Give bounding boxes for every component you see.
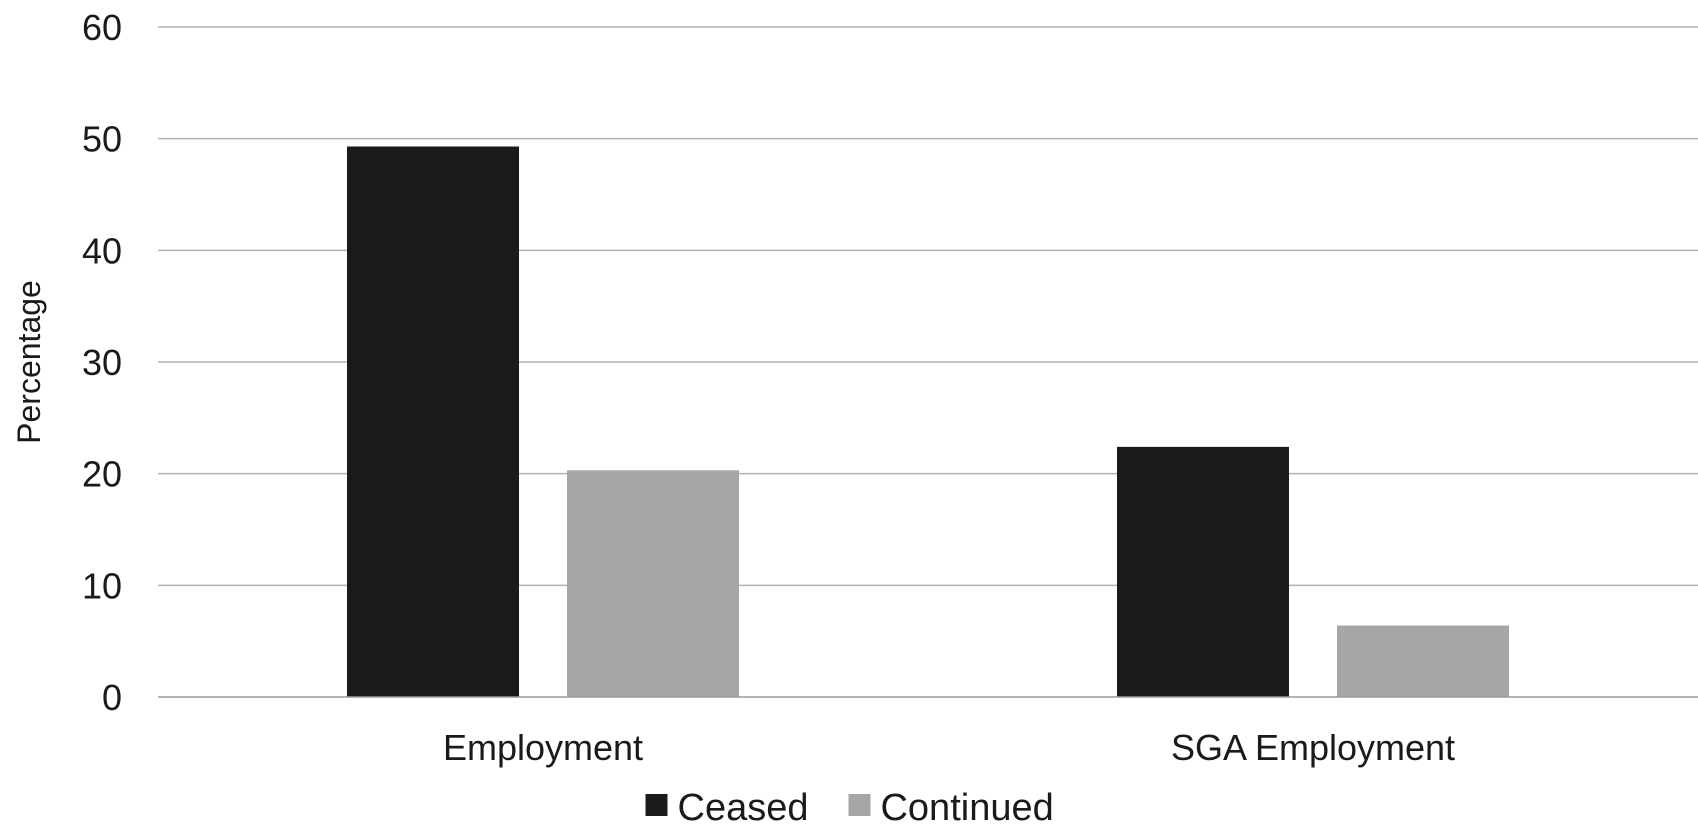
y-axis-title: Percentage bbox=[11, 280, 47, 444]
y-tick-label-10: 10 bbox=[82, 565, 122, 606]
y-tick-label-0: 0 bbox=[102, 677, 122, 718]
y-tick-label-50: 50 bbox=[82, 119, 122, 160]
bars bbox=[347, 146, 1509, 697]
y-tick-labels: 0 10 20 30 40 50 60 bbox=[82, 7, 122, 718]
legend-swatch-continued bbox=[848, 794, 871, 816]
x-category-label-1: SGA Employment bbox=[1171, 727, 1455, 768]
bar-employment-ceased bbox=[347, 146, 519, 697]
bar-sga-employment-ceased bbox=[1117, 446, 1289, 697]
y-tick-label-20: 20 bbox=[82, 454, 122, 495]
bar-employment-continued bbox=[567, 470, 739, 697]
legend: Ceased Continued bbox=[645, 787, 1054, 829]
legend-label-ceased: Ceased bbox=[678, 787, 809, 829]
y-tick-label-30: 30 bbox=[82, 342, 122, 383]
legend-swatch-ceased bbox=[645, 794, 668, 816]
legend-label-continued: Continued bbox=[880, 787, 1053, 829]
x-category-labels: Employment SGA Employment bbox=[443, 727, 1455, 768]
y-tick-label-40: 40 bbox=[82, 230, 122, 271]
x-category-label-0: Employment bbox=[443, 727, 643, 768]
y-tick-label-60: 60 bbox=[82, 7, 122, 48]
bar-sga-employment-continued bbox=[1337, 625, 1509, 697]
